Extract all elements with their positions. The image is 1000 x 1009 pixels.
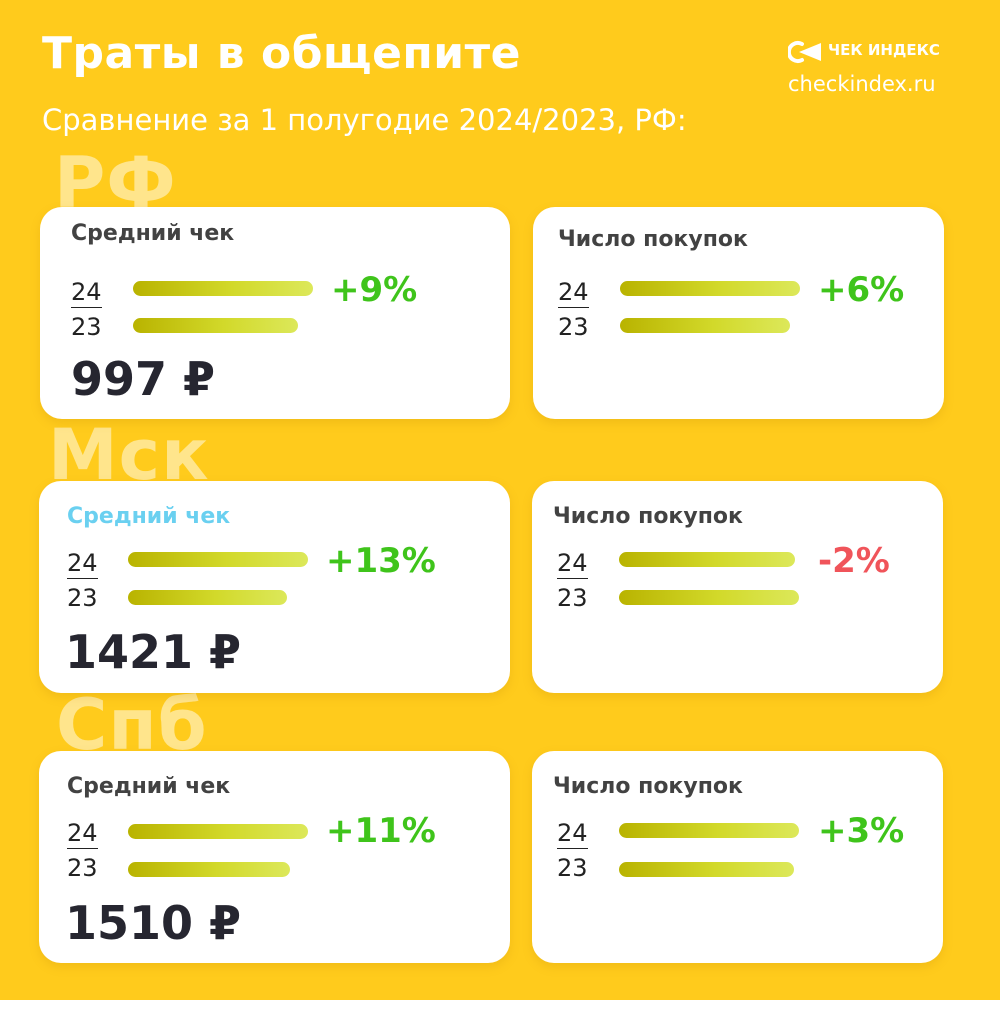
card-title: Число покупок [553, 504, 743, 529]
page-subtitle: Сравнение за 1 полугодие 2024/2023, РФ: [42, 103, 687, 137]
year-label-current: 24 [67, 819, 98, 849]
card-msk-purchases: Число покупок 24 23 -2% [532, 481, 943, 693]
region-label-msk: Мск [48, 414, 210, 496]
bar-previous [619, 862, 794, 877]
brand: ЧЕК ИНДЕКС checkindex.ru [788, 38, 948, 98]
bar-current [619, 823, 799, 838]
year-label-current: 24 [67, 549, 98, 579]
year-label-previous: 23 [558, 313, 589, 341]
bar-previous [133, 318, 298, 333]
card-title: Число покупок [558, 227, 748, 252]
year-label-current: 24 [558, 278, 589, 308]
change-label: +9% [331, 270, 418, 310]
brand-url: checkindex.ru [788, 72, 936, 96]
change-label: +3% [818, 811, 905, 851]
region-label-rf: РФ [54, 142, 177, 224]
bar-current [128, 552, 308, 567]
change-label: -2% [818, 541, 890, 581]
bar-previous [619, 590, 799, 605]
card-rf-purchases: Число покупок 24 23 +6% [533, 207, 944, 419]
card-title: Средний чек [67, 504, 231, 529]
bar-previous [620, 318, 790, 333]
bar-current [128, 824, 308, 839]
avg-check-value: 997 ₽ [71, 352, 216, 406]
year-label-previous: 23 [557, 584, 588, 612]
card-spb-purchases: Число покупок 24 23 +3% [532, 751, 943, 963]
change-label: +13% [326, 541, 436, 581]
bar-current [133, 281, 313, 296]
change-label: +6% [818, 270, 905, 310]
year-label-current: 24 [557, 549, 588, 579]
bar-current [619, 552, 795, 567]
year-label-current: 24 [71, 278, 102, 308]
bar-previous [128, 590, 287, 605]
brand-name: ЧЕК ИНДЕКС [828, 41, 940, 59]
year-label-previous: 23 [557, 854, 588, 882]
year-label-previous: 23 [71, 313, 102, 341]
year-label-current: 24 [557, 819, 588, 849]
card-spb-avg-check: Средний чек 24 23 +11% 1510 ₽ [39, 751, 510, 963]
avg-check-value: 1421 ₽ [65, 625, 242, 679]
avg-check-value: 1510 ₽ [65, 896, 242, 950]
checkindex-logo-icon [788, 41, 821, 63]
card-title: Средний чек [71, 221, 235, 246]
card-title: Средний чек [67, 774, 231, 799]
card-msk-avg-check: Средний чек 24 23 +13% 1421 ₽ [39, 481, 510, 693]
region-label-spb: Спб [56, 684, 208, 766]
card-title: Число покупок [553, 774, 743, 799]
year-label-previous: 23 [67, 854, 98, 882]
card-rf-avg-check: Средний чек 24 23 +9% 997 ₽ [40, 207, 510, 419]
change-label: +11% [326, 811, 436, 851]
bar-previous [128, 862, 290, 877]
bar-current [620, 281, 800, 296]
page-title: Траты в общепите [42, 28, 521, 79]
year-label-previous: 23 [67, 584, 98, 612]
